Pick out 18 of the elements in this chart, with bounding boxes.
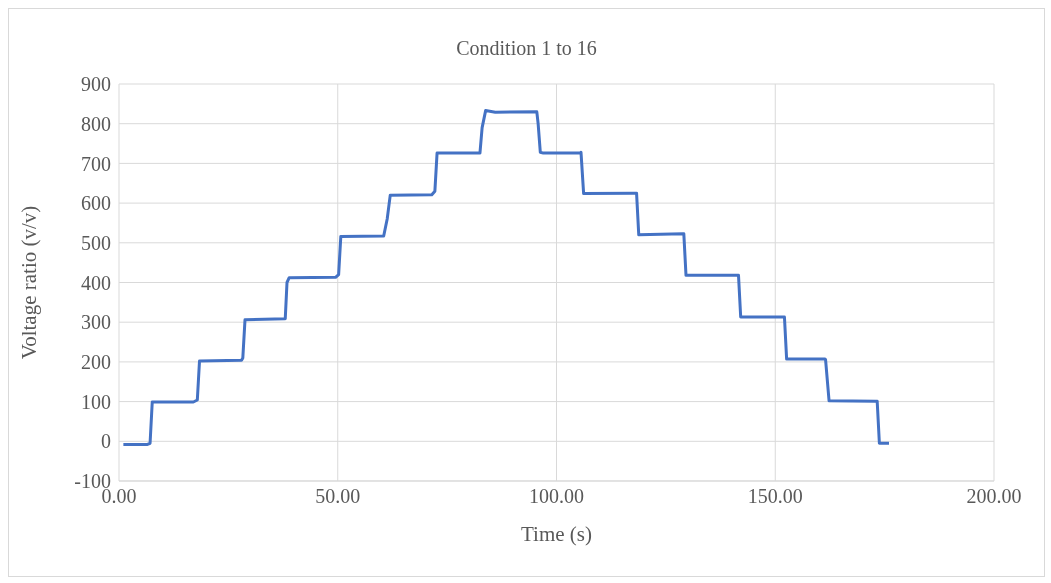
x-axis-title: Time (s): [521, 522, 592, 546]
y-tick-label: 400: [81, 271, 111, 294]
x-tick-label: 100.00: [529, 485, 584, 508]
y-tick-label: 600: [81, 192, 111, 215]
y-tick-label: 700: [81, 152, 111, 175]
y-axis-title: Voltage ratio (v/v): [17, 205, 42, 360]
chart-title: Condition 1 to 16: [455, 37, 598, 60]
y-tick-label: 300: [81, 311, 111, 334]
y-tick-label: 800: [81, 112, 111, 135]
y-tick-label: 0: [101, 430, 111, 453]
y-tick-label: 900: [81, 73, 111, 96]
x-tick-label: 200.00: [966, 485, 1022, 508]
x-tick-label: 50.00: [315, 485, 361, 508]
line-series: [121, 109, 891, 446]
y-tick-label: 200: [81, 351, 111, 373]
x-tick-label: 150.00: [747, 485, 803, 508]
y-tick-label: 100: [81, 390, 111, 413]
y-tick-label: 500: [81, 231, 111, 254]
